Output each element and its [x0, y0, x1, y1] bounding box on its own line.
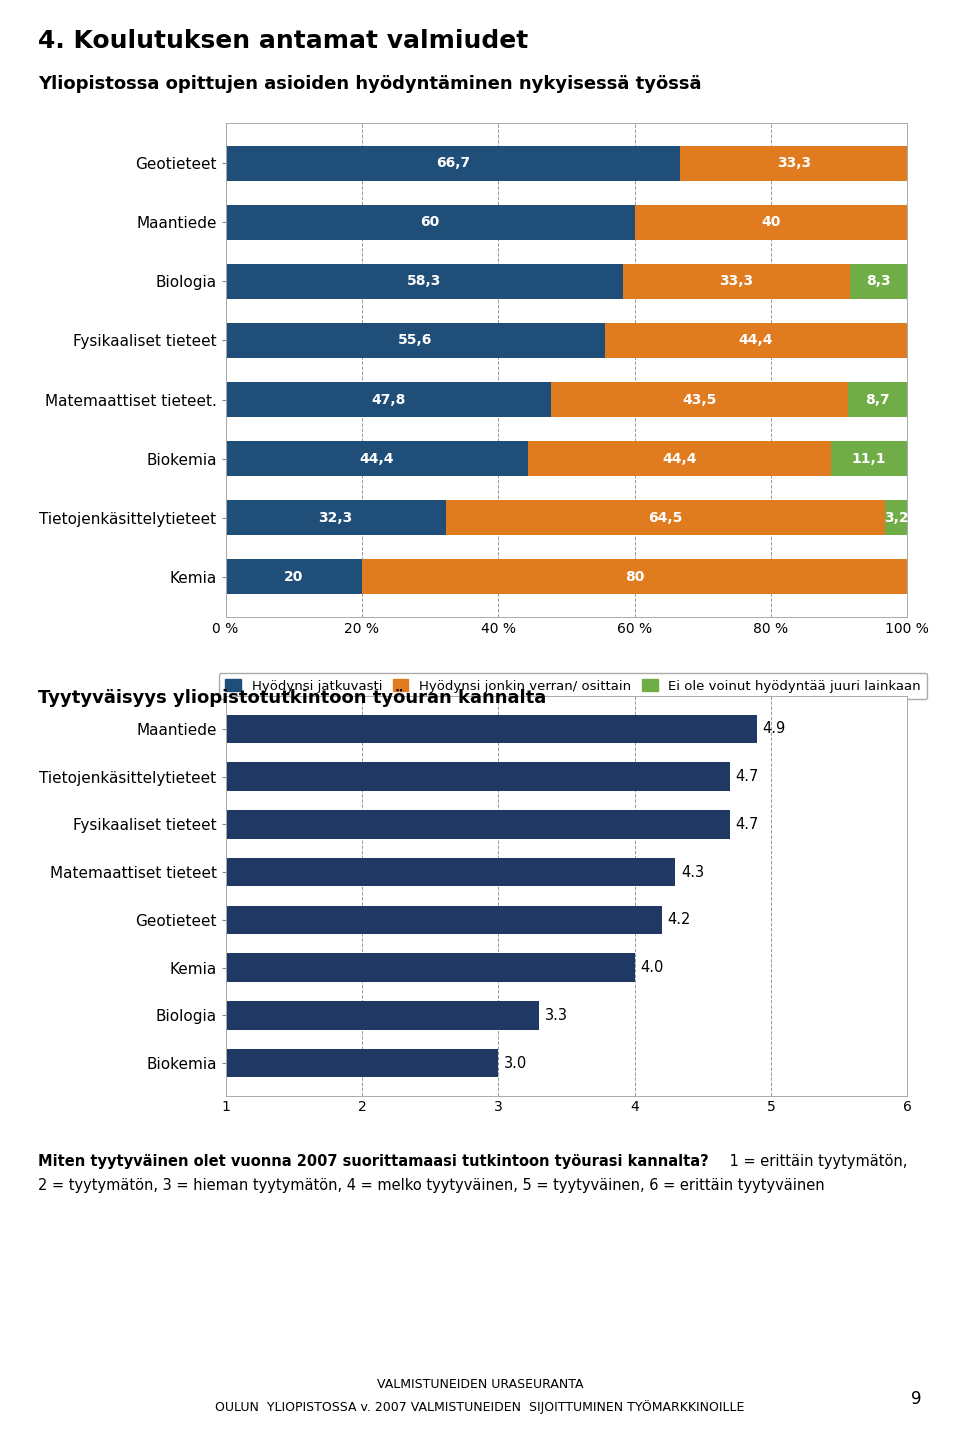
Text: 4.7: 4.7 [735, 769, 758, 784]
Text: 1 = erittäin tyytymätön,: 1 = erittäin tyytymätön, [725, 1154, 907, 1168]
Bar [226, 322, 605, 358]
Bar [226, 559, 362, 595]
Bar [850, 264, 906, 299]
Bar [89, 714, 757, 743]
Bar [848, 382, 907, 418]
Bar [89, 762, 730, 791]
Text: Yliopistossa opittujen asioiden hyödyntäminen nykyisessä työssä: Yliopistossa opittujen asioiden hyödyntä… [38, 75, 702, 93]
Text: OULUN  YLIOPISTOSSA v. 2007 VALMISTUNEIDEN  SIJOITTUMINEN TYÖMARKKINOILLE: OULUN YLIOPISTOSSA v. 2007 VALMISTUNEIDE… [215, 1400, 745, 1415]
Text: 44,4: 44,4 [738, 334, 773, 347]
Text: 44,4: 44,4 [662, 451, 697, 466]
Text: Tyytyväisyys yliopistotutkintoon työuran kannalta: Tyytyväisyys yliopistotutkintoon työuran… [38, 689, 546, 707]
Bar [445, 499, 885, 535]
Bar [226, 264, 623, 299]
Text: 3.0: 3.0 [504, 1055, 527, 1071]
Text: 33,3: 33,3 [719, 274, 754, 289]
Bar [226, 205, 635, 241]
Text: 8,7: 8,7 [865, 393, 890, 406]
Legend: Hyödynsi jatkuvasti, Hyödynsi jonkin verran/ osittain, Ei ole voinut hyödyntää j: Hyödynsi jatkuvasti, Hyödynsi jonkin ver… [219, 673, 927, 699]
Text: 66,7: 66,7 [436, 157, 470, 170]
Bar [226, 499, 445, 535]
Bar [89, 858, 676, 887]
Text: 32,3: 32,3 [319, 511, 353, 524]
Text: 44,4: 44,4 [360, 451, 395, 466]
Text: 4.7: 4.7 [735, 817, 758, 831]
Bar [226, 441, 528, 476]
Text: 33,3: 33,3 [777, 157, 811, 170]
Bar [623, 264, 850, 299]
Text: 2 = tyytymätön, 3 = hieman tyytymätön, 4 = melko tyytyväinen, 5 = tyytyväinen, 6: 2 = tyytymätön, 3 = hieman tyytymätön, 4… [38, 1178, 825, 1193]
Text: 64,5: 64,5 [648, 511, 683, 524]
Bar [830, 441, 906, 476]
Text: 43,5: 43,5 [683, 393, 717, 406]
Text: 4.0: 4.0 [640, 961, 663, 975]
Bar [551, 382, 848, 418]
Bar [226, 145, 681, 181]
Bar [89, 905, 661, 934]
Text: 4.3: 4.3 [681, 865, 704, 879]
Text: 20: 20 [284, 570, 303, 583]
Text: 4.9: 4.9 [762, 721, 786, 737]
Bar [635, 205, 907, 241]
Text: 8,3: 8,3 [866, 274, 891, 289]
Bar [89, 953, 635, 982]
Bar [89, 1049, 498, 1077]
Text: 11,1: 11,1 [852, 451, 886, 466]
Text: 55,6: 55,6 [397, 334, 432, 347]
Text: 60: 60 [420, 216, 440, 229]
Bar [681, 145, 907, 181]
Bar [605, 322, 907, 358]
Text: 80: 80 [625, 570, 644, 583]
Bar [89, 810, 730, 839]
Bar [362, 559, 907, 595]
Text: 4.2: 4.2 [667, 913, 690, 927]
Text: Miten tyytyväinen olet vuonna 2007 suorittamaasi tutkintoon työurasi kannalta?: Miten tyytyväinen olet vuonna 2007 suori… [38, 1154, 709, 1168]
Bar [89, 1001, 540, 1030]
Bar [885, 499, 907, 535]
Text: VALMISTUNEIDEN URASEURANTA: VALMISTUNEIDEN URASEURANTA [376, 1378, 584, 1392]
Text: 47,8: 47,8 [372, 393, 406, 406]
Text: 3.3: 3.3 [544, 1008, 567, 1023]
Bar [528, 441, 830, 476]
Text: 3,2: 3,2 [884, 511, 908, 524]
Text: 9: 9 [911, 1390, 922, 1407]
Text: 58,3: 58,3 [407, 274, 442, 289]
Bar [226, 382, 551, 418]
Text: 40: 40 [761, 216, 780, 229]
Text: 4. Koulutuksen antamat valmiudet: 4. Koulutuksen antamat valmiudet [38, 29, 529, 54]
